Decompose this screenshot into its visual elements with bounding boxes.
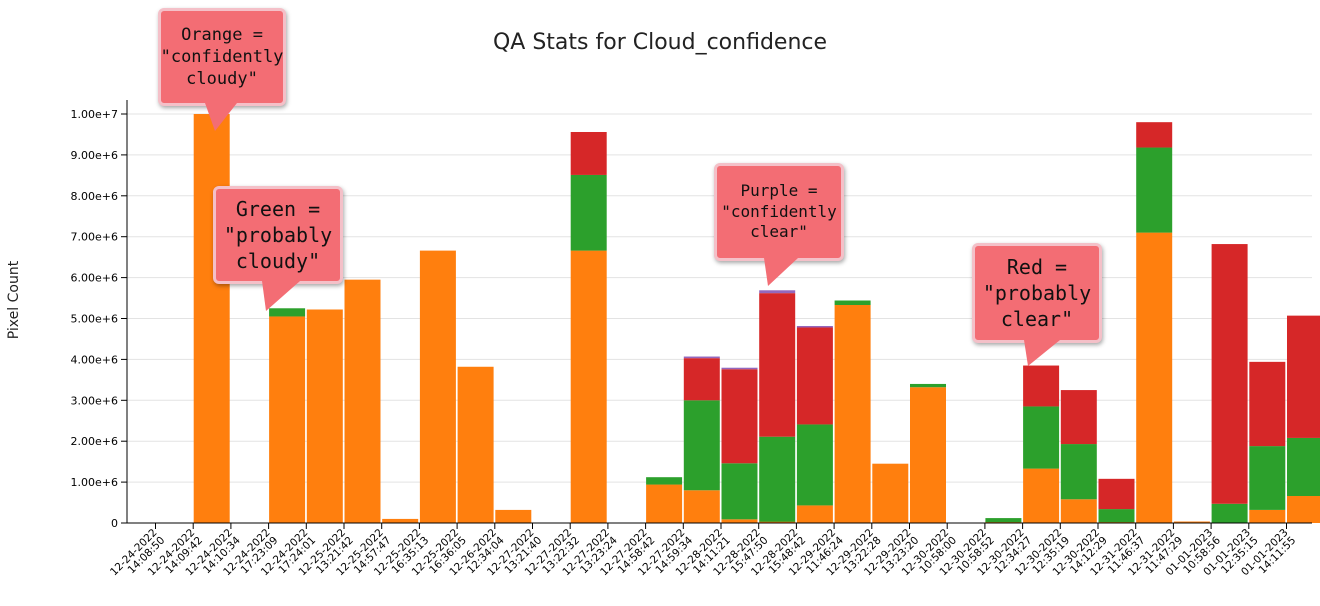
bar-green [1287, 437, 1320, 497]
callout-red-pointer [1024, 340, 1060, 366]
bar-red [721, 369, 758, 464]
bar-orange [382, 518, 419, 523]
bar-orange [872, 463, 909, 523]
chart-title: QA Stats for Cloud_confidence [492, 30, 828, 55]
bar-green [269, 308, 306, 317]
y-tick-label: 4.00e+6 [71, 353, 118, 366]
bar-green [985, 518, 1022, 523]
y-tick-label: 6.00e+6 [71, 272, 118, 285]
bar-orange [834, 305, 871, 523]
bar-red [1060, 390, 1097, 445]
y-tick-label: 0 [111, 517, 118, 530]
y-tick-label: 9.00e+6 [71, 149, 118, 162]
bar-red [759, 293, 796, 437]
bar-orange [1136, 232, 1173, 524]
bar-green [796, 424, 833, 506]
bar-orange [683, 490, 720, 523]
callout-green: Green = "probably cloudy" [213, 186, 343, 284]
callout-orange-pointer [205, 103, 237, 131]
bar-green [1211, 503, 1248, 523]
bar-orange [1287, 496, 1320, 523]
callout-orange: Orange = "confidently cloudy" [158, 8, 286, 106]
bar-red [1023, 365, 1060, 407]
bar-orange [721, 519, 758, 523]
bar-red [683, 358, 720, 401]
bar-orange [910, 387, 946, 523]
bar-orange [646, 484, 683, 523]
bar-orange [193, 114, 230, 523]
y-axis: 0 1.00e+6 2.00e+6 3.00e+6 4.00e+6 5.00e+6 6.00… [71, 100, 128, 530]
bar-red [1287, 315, 1320, 438]
y-tick-label: 1.00e+6 [71, 476, 118, 489]
callout-purple-pointer [764, 258, 798, 286]
bar-green [570, 174, 607, 251]
bar-green [910, 383, 946, 388]
y-tick-label: 2.00e+6 [71, 435, 118, 448]
bar-green [1136, 147, 1173, 233]
bar-orange [1098, 521, 1135, 523]
bar-orange [344, 279, 381, 523]
bar-green [1023, 406, 1060, 469]
bar-orange [985, 521, 1022, 523]
bar-orange [1023, 468, 1060, 523]
bar-purple [683, 356, 720, 359]
callout-purple: Purple = "confidently clear" [714, 163, 844, 261]
bar-red [570, 131, 607, 175]
bar-green [1098, 509, 1135, 523]
bar-red [1249, 361, 1286, 447]
bar-purple [721, 367, 758, 370]
x-axis: 12-24-202214:08:5012-24-202214:09:4212-2… [108, 522, 1312, 578]
bar-orange [269, 316, 306, 523]
y-tick-label: 5.00e+6 [71, 313, 118, 326]
y-tick-label: 3.00e+6 [71, 394, 118, 407]
bar-orange [495, 509, 532, 523]
bar-orange [1060, 499, 1097, 523]
bar-purple [796, 325, 833, 328]
bar-orange [306, 309, 343, 523]
y-axis-label: Pixel Count [6, 260, 22, 340]
bar-green [1060, 444, 1097, 500]
bar-orange [759, 521, 796, 523]
bar-green [646, 477, 683, 485]
y-tick-label: 1.00e+7 [71, 108, 118, 121]
bar-red [1211, 244, 1248, 504]
bar-green [721, 463, 758, 520]
bar-orange [457, 366, 494, 523]
bar-green [683, 400, 720, 491]
callout-green-pointer [262, 281, 300, 311]
bar-green [1249, 446, 1286, 510]
bar-orange [1173, 521, 1210, 523]
bar-green [759, 436, 796, 522]
bar-red [1136, 122, 1173, 148]
bar-purple [759, 290, 796, 294]
bar-red [796, 327, 833, 425]
bar-orange [419, 250, 456, 523]
callout-red: Red = "probably clear" [972, 243, 1102, 343]
bar-orange [796, 505, 833, 523]
bar-orange [1249, 509, 1286, 523]
y-tick-label: 8.00e+6 [71, 190, 118, 203]
bar-orange [570, 250, 607, 523]
bars [193, 114, 1320, 524]
bar-green [834, 300, 871, 306]
y-tick-label: 7.00e+6 [71, 231, 118, 244]
bar-red [1098, 478, 1135, 510]
